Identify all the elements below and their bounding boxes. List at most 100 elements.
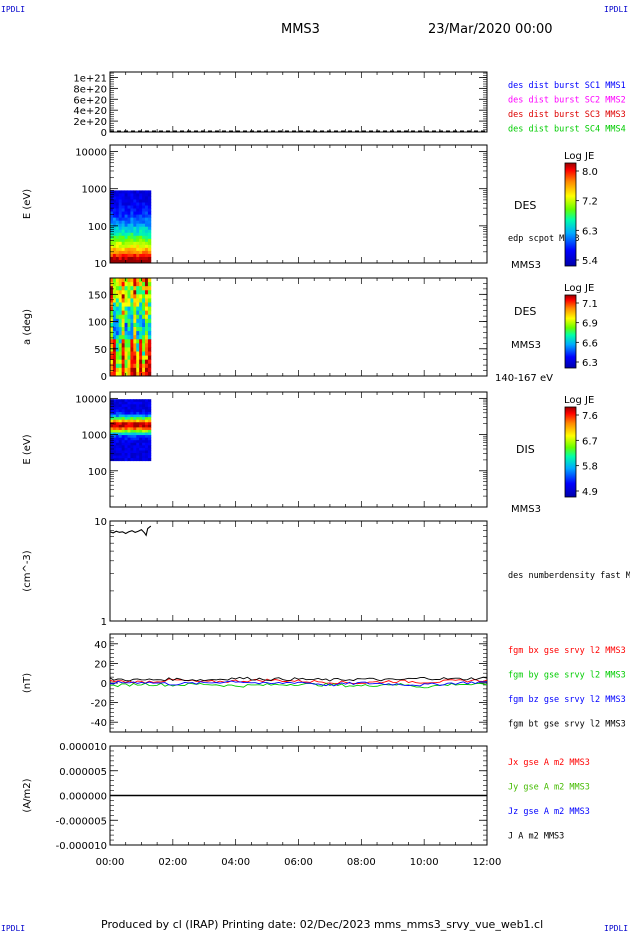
heatmap-cell-p1 xyxy=(112,193,117,197)
heatmap-cell-p3 xyxy=(133,453,137,456)
heatmap-cell-p3 xyxy=(139,422,143,426)
heatmap-cell-p3 xyxy=(142,455,146,459)
heatmap-cell-p1 xyxy=(147,253,152,258)
heatmap-cell-p3 xyxy=(115,450,120,454)
heatmap-cell-p1 xyxy=(139,253,143,258)
fgm-line-3 xyxy=(109,676,488,682)
legend-entry-current-3: J A m2 MMS3 xyxy=(508,832,564,842)
heatmap-cell-p2 xyxy=(112,302,117,307)
heatmap-cell-p3 xyxy=(115,440,120,444)
heatmap-cell-p3 xyxy=(115,427,120,431)
heatmap-cell-p1 xyxy=(112,190,117,194)
heatmap-cell-p3 xyxy=(147,409,152,413)
heatmap-cell-p1 xyxy=(145,220,149,225)
heatmap-cell-p2 xyxy=(136,318,140,324)
heatmap-cell-p1 xyxy=(133,205,137,209)
heatmap-cell-p3 xyxy=(147,447,152,451)
y-tick-label-p3: 1000 xyxy=(82,431,107,442)
y-tick-label-p5: 20 xyxy=(94,659,107,670)
heatmap-cell-p3 xyxy=(121,406,125,410)
panel-frame-p2 xyxy=(109,277,488,377)
heatmap-cell-p2 xyxy=(127,351,131,356)
y-tick-label-p6: 0.000005 xyxy=(59,767,107,778)
heatmap-cell-p3 xyxy=(145,406,149,410)
heatmap-cell-p1 xyxy=(147,250,152,255)
heatmap-cell-p1 xyxy=(147,220,152,225)
heatmap-cell-p1 xyxy=(124,226,128,231)
heatmap-cell-p2 xyxy=(121,310,125,316)
heatmap-cell-p3 xyxy=(127,399,131,403)
heatmap-cell-p2 xyxy=(142,371,146,377)
heatmap-cell-p2 xyxy=(110,343,114,348)
heatmap-cell-p1 xyxy=(145,235,149,240)
heatmap-cell-p2 xyxy=(130,347,134,352)
heatmap-cell-p2 xyxy=(115,278,120,283)
heatmap-cell-p3 xyxy=(121,404,125,408)
heatmap-cell-p3 xyxy=(115,447,120,451)
colorbar-tick-label-p1: 8.0 xyxy=(582,167,598,178)
heatmap-cell-p2 xyxy=(136,327,140,332)
heatmap-cell-p2 xyxy=(147,294,152,299)
heatmap-cell-p1 xyxy=(145,259,149,264)
heatmap-cell-p2 xyxy=(133,302,137,307)
heatmap-cell-p3 xyxy=(136,432,140,436)
y-tick-label-p0: 8e+20 xyxy=(73,84,107,95)
heatmap-cell-p1 xyxy=(145,190,149,194)
x-tick-label: 06:00 xyxy=(284,857,313,868)
heatmap-cell-p1 xyxy=(112,205,117,209)
heatmap-cell-p3 xyxy=(136,429,140,433)
heatmap-cell-p1 xyxy=(145,226,149,231)
y-tick-label-p1: 1000 xyxy=(82,185,107,196)
heatmap-cell-p3 xyxy=(112,427,117,431)
heatmap-cell-p1 xyxy=(118,196,123,200)
heatmap-cell-p1 xyxy=(136,259,140,264)
heatmap-cell-p1 xyxy=(121,226,125,231)
heatmap-cell-p1 xyxy=(127,199,131,203)
heatmap-cell-p2 xyxy=(142,290,146,295)
heatmap-cell-p2 xyxy=(121,314,125,320)
heatmap-cell-p2 xyxy=(142,359,146,365)
heatmap-cell-p2 xyxy=(145,322,149,328)
heatmap-cell-p2 xyxy=(110,335,114,340)
heatmap-cell-p3 xyxy=(147,427,152,431)
heatmap-cell-p1 xyxy=(112,250,117,255)
heatmap-cell-p2 xyxy=(142,343,146,348)
heatmap-cell-p1 xyxy=(136,232,140,237)
heatmap-cell-p1 xyxy=(115,232,120,237)
heatmap-cell-p1 xyxy=(121,193,125,197)
heatmap-cell-p1 xyxy=(110,250,114,255)
heatmap-cell-p2 xyxy=(112,290,117,295)
heatmap-cell-p2 xyxy=(112,310,117,316)
heatmap-cell-p1 xyxy=(112,229,117,234)
y-tick-label-p0: 1e+21 xyxy=(73,73,107,84)
y-axis-label-p5: (nT) xyxy=(22,673,33,693)
heatmap-cell-p2 xyxy=(145,302,149,307)
heatmap-cell-p1 xyxy=(118,205,123,209)
heatmap-cell-p2 xyxy=(115,339,120,344)
heatmap-cell-p3 xyxy=(121,419,125,423)
heatmap-cell-p3 xyxy=(133,406,137,410)
heatmap-cell-p1 xyxy=(127,253,131,258)
heatmap-cell-p1 xyxy=(115,193,120,197)
heatmap-cell-p1 xyxy=(127,211,131,215)
heatmap-cell-p3 xyxy=(110,417,114,421)
heatmap-cell-p2 xyxy=(145,339,149,344)
heatmap-cell-p3 xyxy=(112,404,117,408)
heatmap-cell-p1 xyxy=(139,238,143,243)
heatmap-cell-p3 xyxy=(112,447,117,451)
legend-entry-fgm-0: fgm bx gse srvy l2 MMS3 xyxy=(508,646,626,656)
heatmap-cell-p1 xyxy=(147,247,152,252)
heatmap-cell-p2 xyxy=(147,371,152,377)
heatmap-cell-p2 xyxy=(147,355,152,361)
heatmap-cell-p1 xyxy=(118,199,123,203)
heatmap-cell-p2 xyxy=(118,318,123,324)
heatmap-cell-p3 xyxy=(139,399,143,403)
y-tick-label-p4: 1 xyxy=(101,617,107,628)
heatmap-cell-p3 xyxy=(124,455,128,459)
heatmap-cell-p2 xyxy=(145,310,149,316)
y-tick-label-p5: 40 xyxy=(94,640,107,651)
heatmap-cell-p1 xyxy=(124,232,128,237)
heatmap-cell-p2 xyxy=(147,318,152,324)
heatmap-cell-p2 xyxy=(136,310,140,316)
heatmap-cell-p3 xyxy=(110,401,114,405)
